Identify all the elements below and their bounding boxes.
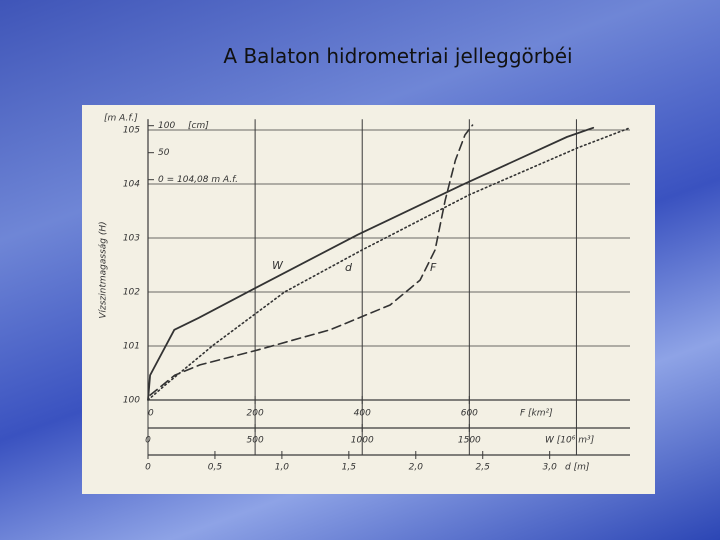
x-tick-label: 200 [247,409,264,419]
x-tick-label: 500 [247,436,264,446]
x-tick-label: 1000 [351,436,374,446]
x-tick-label: 1500 [458,436,481,446]
y-tick-label: 103 [123,234,140,244]
x-axis-title: d [m] [565,463,590,473]
cm-tick-label: 0 = 104,08 m A.f. [158,175,238,185]
scan-background [82,105,655,494]
line-series [149,124,474,396]
x-tick-label: 2,5 [476,463,491,473]
y-tick-label: 100 [123,396,140,406]
x-tick-label: 0,5 [208,463,223,473]
x-axis-title: W [10⁶ m³] [545,436,595,446]
cm-tick-label: 100 [158,121,175,131]
x-tick-label: 1,0 [275,463,290,473]
series-label: d [345,261,353,274]
line-series [147,127,631,401]
series-label: F [430,261,437,274]
y-tick-label: 104 [123,180,140,190]
x-tick-label: 1,5 [342,463,357,473]
x-tick-label: 0 [148,409,154,419]
y-tick-label: 102 [123,288,140,298]
y-axis-title: Vízszintmagasság (H) [99,221,109,318]
slide-title: A Balaton hidrometriai jelleggörbéi [223,44,573,68]
x-tick-label: 2,0 [409,463,424,473]
cm-tick-label: 50 [158,148,170,158]
y-tick-label: 101 [123,342,140,352]
line-series [147,126,595,401]
x-axis-title: F [km²] [520,409,553,419]
x-tick-label: 3,0 [543,463,558,473]
x-tick-label: 0 [145,463,151,473]
series-label: W [272,259,284,272]
y-unit: [m A.f.] [104,114,138,124]
cm-unit: [cm] [188,121,209,131]
x-tick-label: 600 [461,409,478,419]
x-tick-label: 0 [145,436,151,446]
y-tick-label: 105 [123,126,140,136]
x-tick-label: 400 [354,409,371,419]
